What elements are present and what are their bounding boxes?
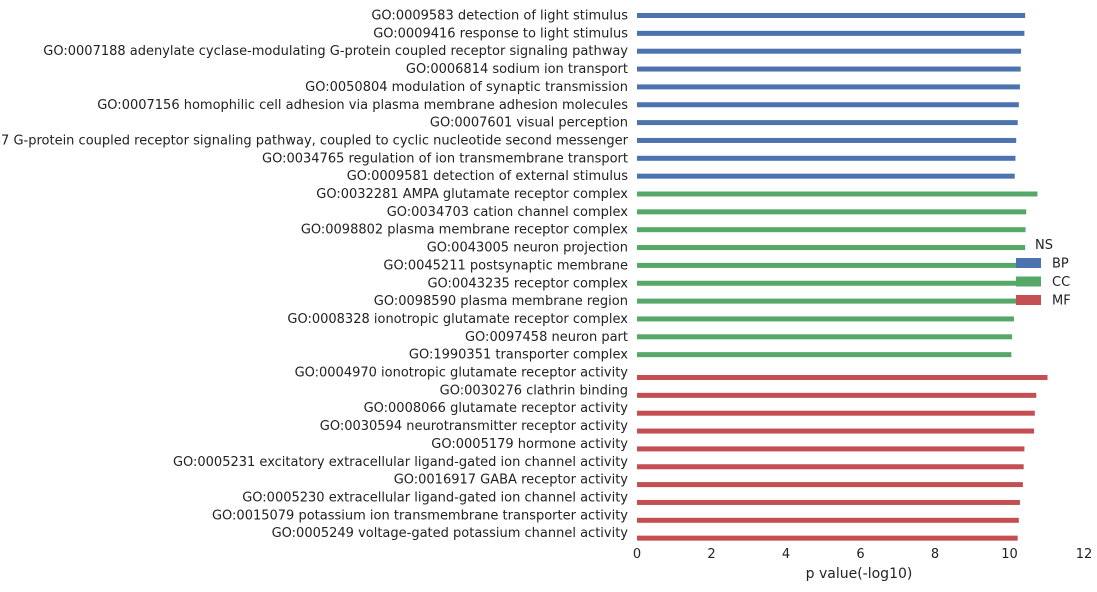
bar-bp: [637, 30, 1025, 36]
legend-swatch-cc: [1016, 276, 1041, 287]
category-label: GO:0015079 potassium ion transmembrane t…: [212, 508, 628, 523]
category-label: GO:0043235 receptor complex: [427, 276, 628, 291]
x-tick-label: 6: [856, 547, 864, 562]
category-label: GO:0008328 ionotropic glutamate receptor…: [287, 312, 628, 327]
category-label: GO:0045211 postsynaptic membrane: [383, 258, 628, 273]
bar-mf: [637, 446, 1025, 452]
category-label: GO:0009581 detection of external stimulu…: [347, 169, 629, 184]
bar-mf: [637, 464, 1024, 470]
category-label: GO:0004970 ionotropic glutamate receptor…: [295, 366, 629, 381]
x-tick-label: 12: [1076, 547, 1093, 562]
legend-swatch-mf: [1016, 295, 1041, 305]
bar-cc: [637, 334, 1013, 340]
bar-mf: [637, 499, 1020, 505]
x-tick-label: 10: [1001, 547, 1018, 562]
category-label: GO:0030276 clathrin binding: [440, 383, 628, 398]
category-label: GO:0050804 modulation of synaptic transm…: [305, 80, 628, 95]
x-tick-label: 4: [782, 547, 790, 562]
category-label: GO:0007156 homophilic cell adhesion via …: [97, 98, 628, 113]
category-label: GO:0006814 sodium ion transport: [406, 62, 628, 77]
bar-cc: [637, 352, 1012, 358]
bar-mf: [637, 392, 1037, 398]
bar-bp: [637, 155, 1016, 161]
category-label: GO:0008066 glutamate receptor activity: [364, 401, 629, 416]
category-label: GO:0007187 G-protein coupled receptor si…: [0, 133, 629, 148]
legend-label: CC: [1052, 275, 1070, 290]
bar-mf: [637, 535, 1018, 541]
category-label: GO:0007188 adenylate cyclase-modulating …: [43, 44, 628, 59]
bar-bp: [637, 137, 1017, 143]
x-axis-label: p value(-log10): [806, 566, 913, 582]
legend: NS BP CC MF: [1016, 238, 1071, 309]
bar-mf: [637, 410, 1035, 416]
bar-bp: [637, 13, 1026, 18]
bar-bp: [637, 84, 1020, 90]
bar-cc: [637, 191, 1038, 197]
bar-cc: [637, 298, 1017, 304]
bar-bp: [637, 102, 1019, 108]
category-label: GO:1990351 transporter complex: [409, 348, 628, 363]
x-axis: 0 2 4 6 8 10 12: [633, 547, 1092, 562]
legend-label: BP: [1052, 257, 1069, 272]
bar-mf: [637, 517, 1019, 523]
x-tick-label: 0: [633, 547, 641, 562]
bar-mf: [637, 375, 1048, 380]
legend-swatch-bp: [1016, 258, 1041, 268]
bar-bp: [637, 48, 1022, 54]
bar-cc: [637, 209, 1027, 215]
category-label: GO:0032281 AMPA glutamate receptor compl…: [316, 187, 628, 202]
bar-mf: [637, 428, 1035, 434]
category-label: GO:0034703 cation channel complex: [387, 205, 629, 220]
category-labels: GO:0009583 detection of light stimulus GO…: [0, 9, 629, 542]
category-label: GO:0030594 neurotransmitter receptor act…: [320, 419, 629, 434]
x-tick-label: 8: [931, 547, 939, 562]
legend-title: NS: [1035, 238, 1053, 253]
bars-layer: [637, 13, 1048, 541]
category-label: GO:0034765 regulation of ion transmembra…: [262, 151, 628, 166]
category-label: GO:0009416 response to light stimulus: [373, 26, 628, 41]
category-label: GO:0009583 detection of light stimulus: [371, 9, 628, 24]
bar-mf: [637, 482, 1023, 488]
category-label: GO:0005231 excitatory extracellular liga…: [173, 455, 628, 470]
bar-cc: [637, 245, 1026, 251]
bar-bp: [637, 66, 1021, 72]
category-label: GO:0097458 neuron part: [465, 330, 628, 345]
category-label: GO:0098802 plasma membrane receptor comp…: [301, 223, 628, 238]
bar-bp: [637, 120, 1018, 126]
bar-bp: [637, 173, 1015, 179]
category-label: GO:0005179 hormone activity: [431, 437, 628, 452]
bar-cc: [637, 262, 1025, 268]
bar-cc: [637, 316, 1014, 322]
bar-cc: [637, 227, 1026, 233]
category-label: GO:0043005 neuron projection: [427, 241, 628, 256]
bar-cc: [637, 280, 1023, 286]
category-label: GO:0016917 GABA receptor activity: [394, 473, 629, 488]
category-label: GO:0098590 plasma membrane region: [374, 294, 628, 309]
x-tick-label: 2: [707, 547, 715, 562]
category-label: GO:0005230 extracellular ligand-gated io…: [242, 490, 628, 505]
legend-label: MF: [1052, 294, 1071, 309]
category-label: GO:0007601 visual perception: [430, 116, 628, 131]
category-label: GO:0005249 voltage-gated potassium chann…: [272, 526, 629, 541]
